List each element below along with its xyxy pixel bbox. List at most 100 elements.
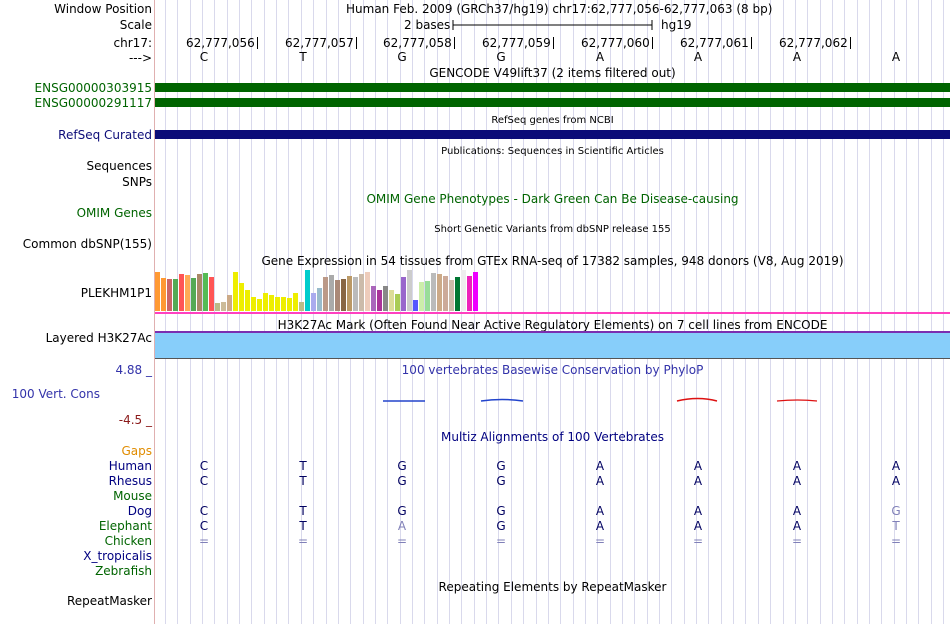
gtex-tissue-bar[interactable]: [431, 273, 436, 311]
h3k27ac-track-title[interactable]: H3K27Ac Mark (Often Found Near Active Re…: [277, 318, 828, 332]
gtex-tissue-bar[interactable]: [413, 300, 418, 311]
gtex-tissue-bar[interactable]: [401, 277, 406, 311]
omim-track-title[interactable]: OMIM Gene Phenotypes - Dark Green Can Be…: [366, 192, 739, 206]
multiz-species-label[interactable]: Elephant: [98, 519, 152, 533]
multiz-species-label[interactable]: Chicken: [104, 534, 152, 548]
gtex-tissue-bar[interactable]: [233, 272, 238, 311]
gtex-tissue-bar[interactable]: [461, 270, 466, 311]
gtex-tissue-bar[interactable]: [371, 286, 376, 311]
publications-track-title[interactable]: Publications: Sequences in Scientific Ar…: [441, 146, 664, 157]
gtex-tissue-bar[interactable]: [161, 278, 166, 311]
gtex-tissue-bar[interactable]: [455, 277, 460, 311]
gtex-tissue-bar[interactable]: [365, 272, 370, 311]
gtex-tissue-bar[interactable]: [335, 280, 340, 311]
multiz-species-label[interactable]: Dog: [127, 504, 152, 518]
gtex-tissue-bar[interactable]: [389, 290, 394, 311]
gtex-tissue-bar[interactable]: [281, 297, 286, 311]
gtex-tissue-bar[interactable]: [215, 303, 220, 311]
gtex-tissue-bar[interactable]: [311, 293, 316, 311]
sequences-track-label[interactable]: Sequences: [86, 159, 152, 173]
multiz-species-label[interactable]: Rhesus: [108, 474, 152, 488]
gtex-tissue-bar[interactable]: [185, 275, 190, 311]
gtex-tissue-bar[interactable]: [473, 272, 478, 311]
ruler-position-label: 62,777,062: [779, 36, 851, 50]
phylop-conservation-plot[interactable]: [155, 390, 950, 410]
gtex-tissue-bar[interactable]: [305, 270, 310, 311]
gtex-tissue-bar[interactable]: [377, 290, 382, 311]
gtex-tissue-bar[interactable]: [227, 295, 232, 311]
multiz-aligned-base: A: [693, 474, 703, 488]
phylop-track-title[interactable]: 100 vertebrates Basewise Conservation by…: [401, 363, 704, 377]
multiz-species-label[interactable]: X_tropicalis: [83, 549, 152, 563]
gtex-tissue-bar[interactable]: [443, 276, 448, 311]
gtex-tissue-bar[interactable]: [191, 278, 196, 311]
gtex-tissue-bar[interactable]: [347, 276, 352, 311]
h3k27ac-track-label[interactable]: Layered H3K27Ac: [45, 331, 152, 345]
window-position-value[interactable]: Human Feb. 2009 (GRCh37/hg19) chr17:62,7…: [346, 2, 773, 16]
gtex-tissue-bar[interactable]: [221, 302, 226, 311]
gtex-tissue-bar[interactable]: [269, 295, 274, 311]
gtex-tissue-bar[interactable]: [353, 277, 358, 311]
h3k27ac-signal-area[interactable]: [155, 331, 950, 359]
gencode-item-bar-1[interactable]: [155, 83, 950, 92]
dna-base: A: [693, 50, 703, 64]
gtex-tissue-bar[interactable]: [287, 298, 292, 311]
multiz-species-label[interactable]: Zebrafish: [95, 564, 152, 578]
gtex-tissue-bar[interactable]: [341, 279, 346, 311]
gtex-tissue-bar[interactable]: [155, 272, 160, 311]
multiz-aligned-base: =: [791, 534, 803, 548]
gtex-tissue-bar[interactable]: [179, 274, 184, 311]
gencode-item-label-1[interactable]: ENSG00000303915: [34, 81, 152, 95]
omim-track-label[interactable]: OMIM Genes: [76, 206, 152, 220]
gtex-bar-graph[interactable]: [155, 270, 555, 311]
gtex-gene-label[interactable]: PLEKHM1P1: [80, 286, 152, 300]
multiz-species-label[interactable]: Human: [108, 459, 152, 473]
gtex-tissue-bar[interactable]: [323, 277, 328, 311]
gtex-tissue-bar[interactable]: [263, 293, 268, 311]
gtex-tissue-bar[interactable]: [407, 270, 412, 311]
gencode-item-label-2[interactable]: ENSG00000291117: [34, 96, 152, 110]
snps-track-label[interactable]: SNPs: [122, 175, 152, 189]
ruler-position-label: 62,777,061: [680, 36, 752, 50]
gtex-tissue-bar[interactable]: [167, 279, 172, 311]
gtex-tissue-bar[interactable]: [449, 280, 454, 311]
gtex-tissue-bar[interactable]: [173, 279, 178, 311]
gtex-tissue-bar[interactable]: [395, 294, 400, 311]
repeatmasker-track-label[interactable]: RepeatMasker: [66, 594, 152, 608]
dbsnp-track-label[interactable]: Common dbSNP(155): [22, 237, 152, 251]
repeatmasker-track-title[interactable]: Repeating Elements by RepeatMasker: [438, 580, 667, 594]
phylop-track-label[interactable]: 100 Vert. Cons: [11, 387, 100, 401]
gtex-tissue-bar[interactable]: [383, 286, 388, 311]
gencode-item-bar-2[interactable]: [155, 98, 950, 107]
gtex-tissue-bar[interactable]: [245, 290, 250, 311]
gtex-tissue-bar[interactable]: [203, 273, 208, 311]
refseq-track-title[interactable]: RefSeq genes from NCBI: [491, 115, 614, 126]
gtex-tissue-bar[interactable]: [293, 293, 298, 311]
gtex-tissue-bar[interactable]: [329, 275, 334, 311]
gaps-track-label[interactable]: Gaps: [121, 444, 152, 458]
gtex-tissue-bar[interactable]: [239, 283, 244, 311]
gtex-tissue-bar[interactable]: [197, 274, 202, 311]
gtex-tissue-bar[interactable]: [467, 276, 472, 311]
gtex-tissue-bar[interactable]: [209, 277, 214, 311]
multiz-aligned-base: G: [397, 504, 407, 518]
gtex-tissue-bar[interactable]: [257, 299, 262, 311]
refseq-gene-bar[interactable]: [155, 130, 950, 139]
gtex-tissue-bar[interactable]: [419, 282, 424, 311]
gtex-tissue-bar[interactable]: [437, 274, 442, 311]
multiz-aligned-base: G: [397, 459, 407, 473]
multiz-species-label[interactable]: Mouse: [113, 489, 152, 503]
scale-bar: [452, 20, 653, 30]
refseq-track-label[interactable]: RefSeq Curated: [58, 128, 152, 142]
ruler-position-label: 62,777,057: [285, 36, 357, 50]
gencode-track-title[interactable]: GENCODE V49lift37 (2 items filtered out): [429, 66, 676, 80]
gtex-track-title[interactable]: Gene Expression in 54 tissues from GTEx …: [261, 254, 844, 268]
gtex-tissue-bar[interactable]: [317, 288, 322, 311]
multiz-track-title[interactable]: Multiz Alignments of 100 Vertebrates: [440, 430, 665, 444]
dbsnp-track-title[interactable]: Short Genetic Variants from dbSNP releas…: [434, 224, 671, 235]
gtex-tissue-bar[interactable]: [251, 297, 256, 311]
gtex-tissue-bar[interactable]: [359, 274, 364, 311]
gtex-tissue-bar[interactable]: [299, 302, 304, 311]
gtex-tissue-bar[interactable]: [425, 281, 430, 311]
gtex-tissue-bar[interactable]: [275, 297, 280, 311]
